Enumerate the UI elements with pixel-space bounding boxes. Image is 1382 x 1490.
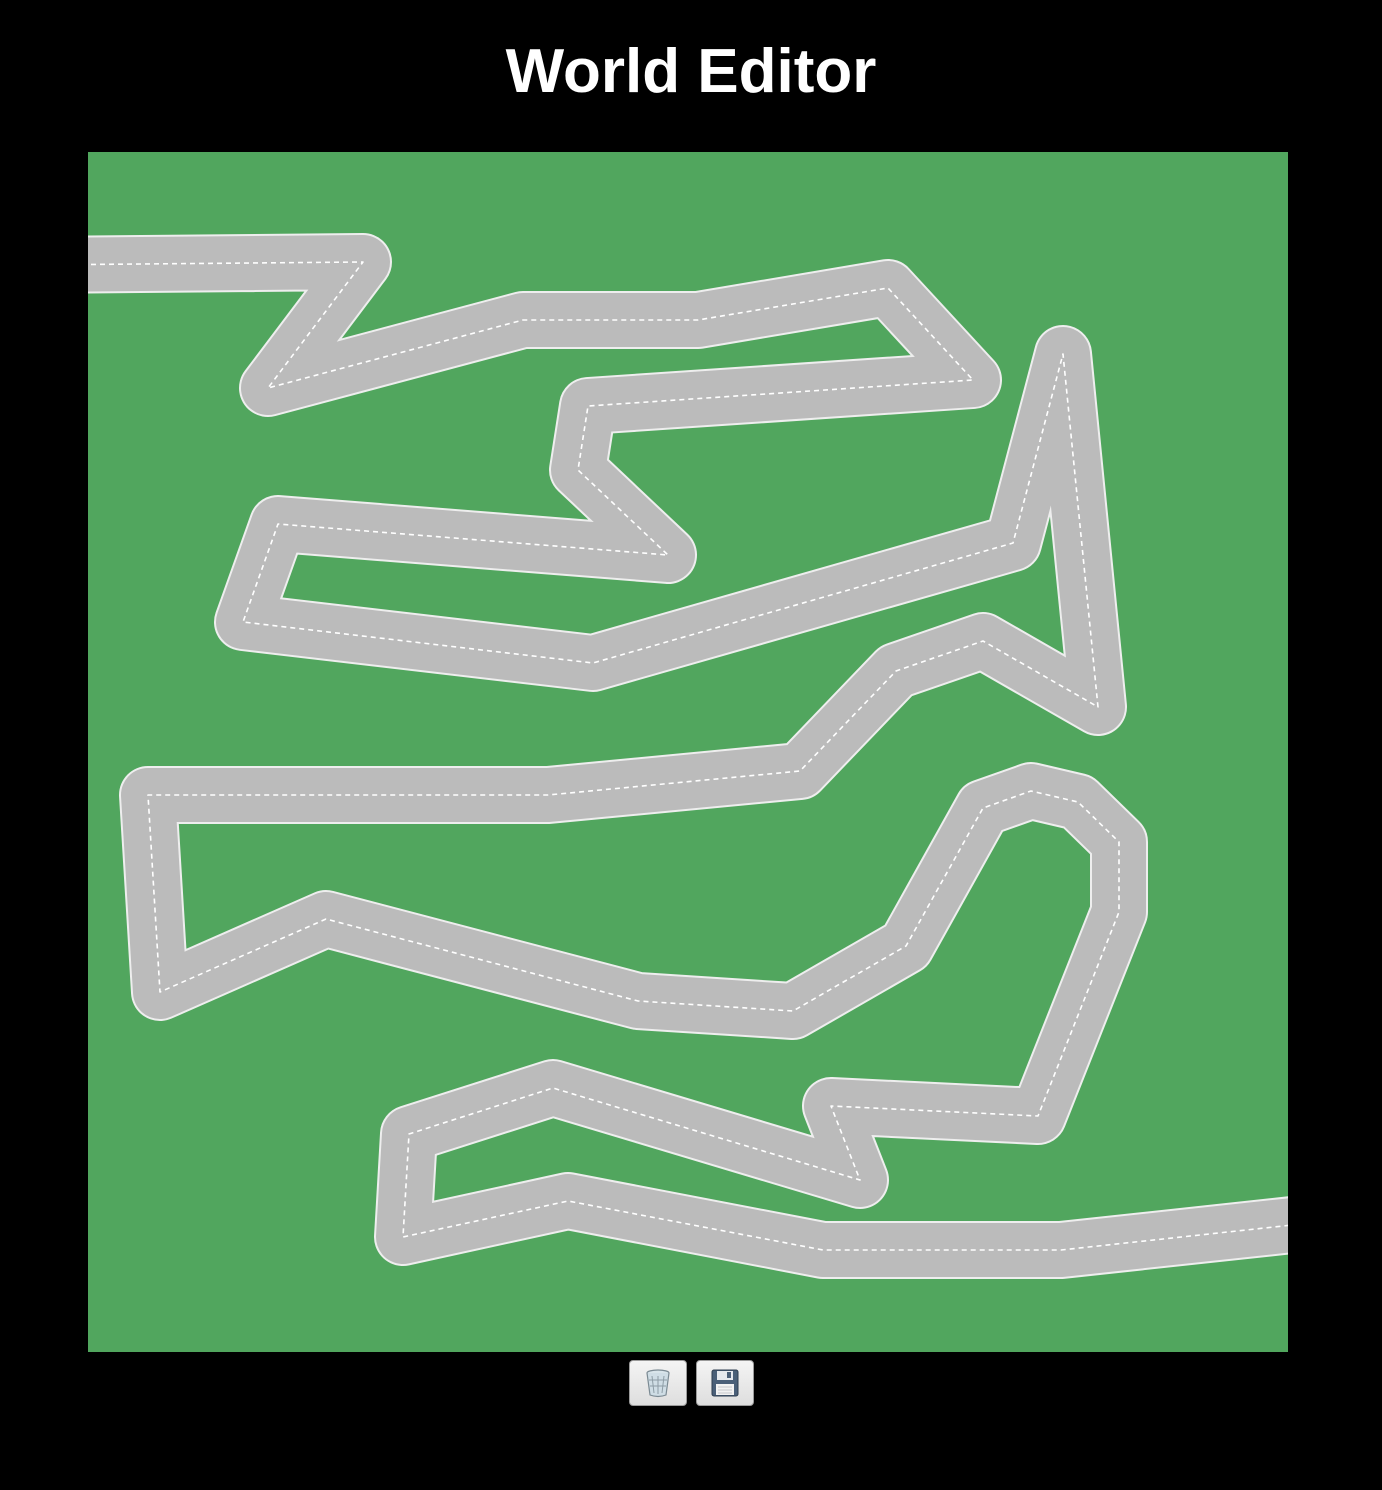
world-canvas[interactable]	[88, 152, 1288, 1352]
trash-icon	[645, 1369, 670, 1398]
editor-controls	[0, 1360, 1382, 1406]
floppy-disk-icon	[711, 1369, 738, 1397]
page-title: World Editor	[505, 37, 877, 106]
road-lane-markings	[88, 261, 1288, 1251]
save-button[interactable]	[695, 1360, 754, 1406]
dispose-button[interactable]	[628, 1360, 687, 1406]
